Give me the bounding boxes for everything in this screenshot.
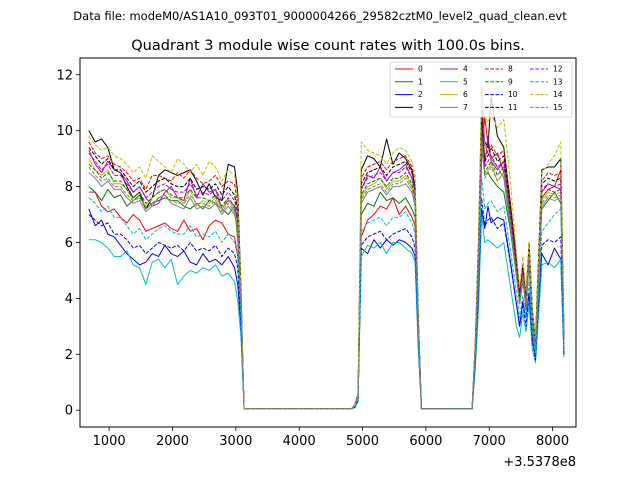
series-line-8	[88, 113, 565, 410]
x-tick-label: 2000	[156, 434, 189, 449]
legend-label-15: 15	[553, 103, 563, 112]
legend-label-8: 8	[508, 65, 513, 74]
legend-label-5: 5	[463, 77, 468, 86]
x-tick-label: 8000	[536, 434, 569, 449]
y-tick-label: 0	[65, 404, 73, 419]
series-line-14	[88, 96, 565, 410]
x-offset-label: +3.5378e8	[503, 455, 576, 470]
legend-label-3: 3	[418, 103, 423, 112]
legend-box	[389, 61, 573, 118]
legend-label-6: 6	[463, 90, 468, 99]
legend-label-2: 2	[418, 90, 423, 99]
legend-label-11: 11	[508, 103, 518, 112]
y-tick-label: 8	[65, 180, 73, 195]
legend-label-13: 13	[553, 77, 563, 86]
x-tick-label: 1000	[93, 434, 126, 449]
legend-label-9: 9	[508, 77, 513, 86]
y-tick-label: 10	[56, 124, 73, 139]
legend-label-14: 14	[553, 90, 563, 99]
chart-title: Quadrant 3 module wise count rates with …	[131, 38, 525, 54]
legend-label-4: 4	[463, 65, 468, 74]
x-tick-label: 4000	[283, 434, 316, 449]
legend-label-7: 7	[463, 103, 468, 112]
y-tick-label: 12	[56, 68, 73, 83]
y-tick-label: 4	[65, 292, 73, 307]
legend-label-0: 0	[418, 65, 423, 74]
legend-label-1: 1	[418, 77, 423, 86]
suptitle: Data file: modeM0/AS1A10_093T01_90000042…	[73, 9, 567, 23]
series-group	[88, 85, 565, 410]
y-tick-label: 6	[65, 236, 73, 251]
y-tick-label: 2	[65, 348, 73, 363]
plot-area: 1000 2000 3000 4000 5000 6000 7000 800002468101…	[56, 57, 577, 449]
series-line-15	[88, 138, 565, 410]
legend-label-12: 12	[553, 65, 563, 74]
x-tick-label: 7000	[473, 434, 506, 449]
legend-label-10: 10	[508, 90, 518, 99]
x-tick-label: 3000	[219, 434, 252, 449]
x-tick-label: 6000	[409, 434, 442, 449]
x-tick-label: 5000	[346, 434, 379, 449]
